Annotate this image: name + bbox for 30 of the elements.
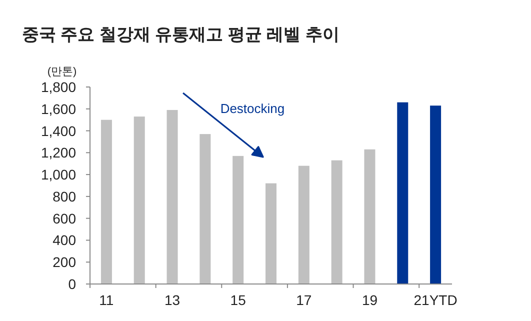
bar	[100, 120, 112, 284]
y-tick-label: 1,600	[40, 100, 76, 117]
bar	[364, 149, 376, 284]
x-tick-label: 19	[362, 292, 378, 308]
y-tick-label: 400	[52, 232, 76, 248]
x-tick-label: 11	[99, 292, 114, 308]
y-tick-label: 200	[52, 254, 76, 270]
y-tick-label: 600	[52, 210, 76, 226]
bar	[232, 156, 244, 284]
bar	[200, 134, 211, 284]
chart-title: 중국 주요 철강재 유통재고 평균 레벨 추이	[22, 25, 340, 44]
bar	[134, 116, 145, 284]
bar	[430, 106, 442, 284]
y-tick-label: 1,000	[40, 166, 76, 183]
y-axis-title: (만톤)	[47, 66, 77, 78]
bar	[331, 160, 342, 284]
y-tick-label: 1,400	[40, 122, 76, 139]
y-tick-label: 800	[52, 188, 76, 204]
bar	[266, 183, 276, 284]
bar	[166, 110, 178, 284]
x-tick-label: 17	[296, 292, 312, 308]
annotation: Destocking	[220, 101, 285, 116]
bar	[298, 166, 310, 284]
bar	[397, 102, 408, 284]
y-tick-label: 1,800	[40, 79, 76, 95]
x-tick-label: 13	[164, 292, 180, 308]
y-tick-label: 1,200	[40, 144, 76, 161]
y-tick-label: 0	[68, 276, 76, 292]
x-tick-label: 21YTD	[414, 292, 458, 308]
x-tick-label: 15	[230, 292, 246, 308]
